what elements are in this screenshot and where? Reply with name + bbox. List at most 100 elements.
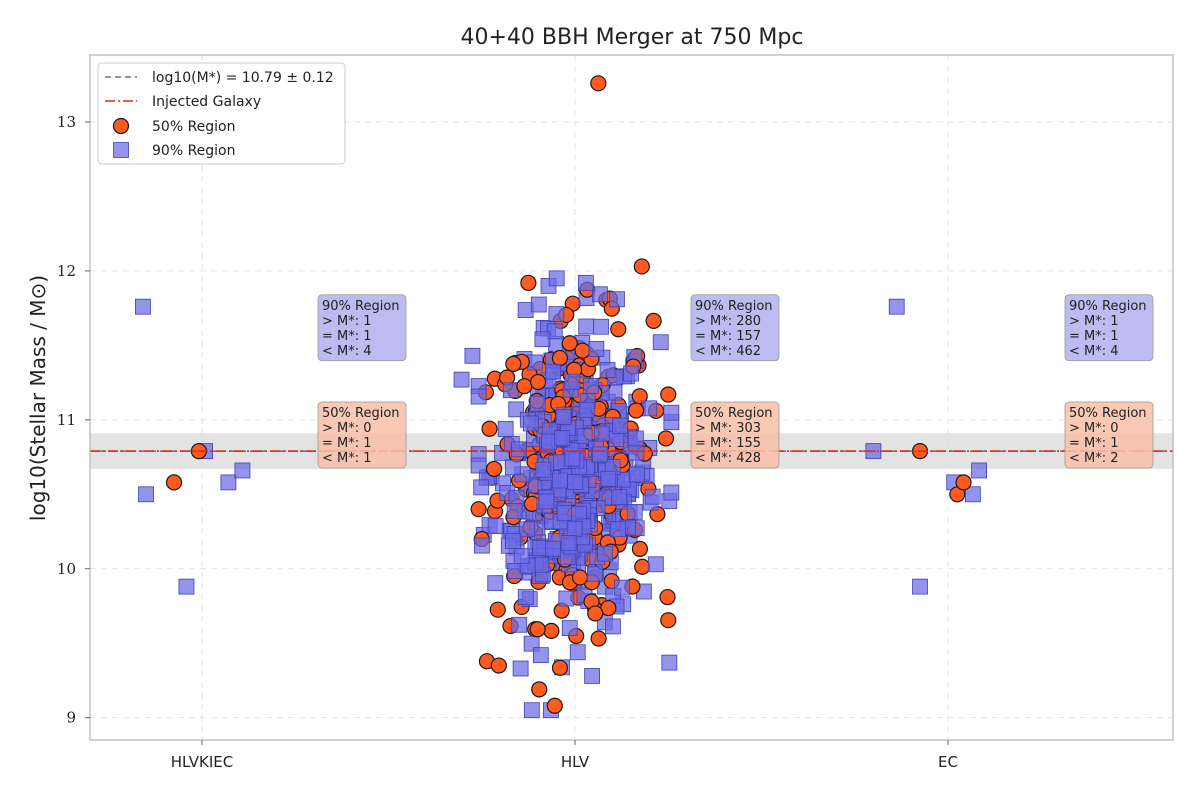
point-50-region xyxy=(660,612,677,629)
point-50-region xyxy=(574,342,591,359)
annotation-box: 50% Region> M*: 0= M*: 1< M*: 2 xyxy=(1064,401,1154,469)
point-90-region xyxy=(138,486,154,503)
point-90-region xyxy=(564,450,581,467)
point-90-region xyxy=(626,503,643,520)
point-90-region xyxy=(220,474,237,491)
point-90-region xyxy=(560,535,577,551)
annotation-line: > M*: 0 xyxy=(1069,421,1119,436)
point-90-region xyxy=(661,654,678,671)
point-50-region xyxy=(551,349,569,367)
point-90-region xyxy=(464,347,481,364)
annotation-background xyxy=(1064,294,1154,362)
point-90-region xyxy=(545,540,561,557)
annotation-line: 50% Region xyxy=(695,406,773,421)
point-90-region xyxy=(604,618,621,635)
point-90-region xyxy=(567,474,584,490)
point-90-region xyxy=(506,503,523,519)
annotation-background xyxy=(317,401,407,469)
annotation-background xyxy=(690,294,780,362)
point-50-region xyxy=(627,402,645,419)
point-50-region xyxy=(490,657,507,674)
point-50-region xyxy=(529,621,546,638)
point-90-region xyxy=(517,302,534,318)
point-50-region xyxy=(529,373,547,391)
point-90-region xyxy=(597,545,614,562)
annotation-line: > M*: 303 xyxy=(695,421,761,436)
point-90-region xyxy=(234,462,251,479)
point-90-region xyxy=(511,616,528,633)
annotation-box: 90% Region> M*: 280= M*: 157< M*: 462 xyxy=(690,294,780,362)
point-90-region xyxy=(534,331,551,348)
point-90-region xyxy=(545,363,561,380)
annotation-line: < M*: 1 xyxy=(322,451,372,466)
point-50-region xyxy=(634,558,651,575)
point-90-region xyxy=(522,415,539,432)
annotation-line: < M*: 4 xyxy=(322,344,372,359)
point-50-region xyxy=(590,75,607,92)
point-50-region xyxy=(561,335,578,352)
annotation-line: > M*: 1 xyxy=(1069,314,1119,329)
point-90-region xyxy=(561,620,578,636)
point-90-region xyxy=(470,388,487,405)
point-50-region xyxy=(633,258,650,275)
point-90-region xyxy=(530,296,547,313)
annotation-background xyxy=(1064,401,1154,469)
point-90-region xyxy=(453,371,470,388)
point-90-region xyxy=(535,461,552,478)
point-50-region xyxy=(470,501,487,518)
point-90-region xyxy=(628,444,645,461)
legend-label: 90% Region xyxy=(152,143,236,159)
point-90-region xyxy=(593,425,610,442)
point-50-region xyxy=(657,430,675,447)
point-90-region xyxy=(548,306,565,322)
legend-box xyxy=(97,62,346,165)
point-90-region xyxy=(487,575,504,592)
legend-label: Injected Galaxy xyxy=(152,94,261,110)
y-tick-label: 10 xyxy=(57,560,76,578)
annotation-line: < M*: 2 xyxy=(1069,451,1119,466)
point-90-region xyxy=(178,578,195,595)
y-tick-label: 9 xyxy=(66,709,76,727)
point-50-region xyxy=(660,386,677,403)
point-50-region xyxy=(645,312,662,329)
chart-title: 40+40 BBH Merger at 750 Mpc xyxy=(461,25,804,50)
point-50-region xyxy=(489,601,506,618)
point-50-region xyxy=(631,540,648,557)
point-90-region xyxy=(663,404,680,421)
plot-area: 90% Region> M*: 1= M*: 1< M*: 450% Regio… xyxy=(57,54,1174,771)
point-90-region xyxy=(548,270,565,287)
point-90-region xyxy=(663,484,680,501)
point-50-region xyxy=(520,274,537,291)
annotation-line: = M*: 1 xyxy=(322,436,372,451)
annotation-line: = M*: 1 xyxy=(322,329,372,344)
point-90-region xyxy=(502,382,519,399)
point-90-region xyxy=(584,668,600,684)
point-90-region xyxy=(532,647,549,664)
point-90-region xyxy=(578,318,595,335)
point-90-region xyxy=(888,298,905,315)
x-tick-label: EC xyxy=(938,753,958,771)
point-90-region xyxy=(641,400,658,417)
annotation-line: 90% Region xyxy=(1069,299,1147,314)
annotation-line: > M*: 280 xyxy=(695,314,761,329)
point-90-region xyxy=(600,470,617,487)
point-90-region xyxy=(588,340,605,357)
point-90-region xyxy=(629,466,646,483)
point-90-region xyxy=(511,441,527,458)
point-90-region xyxy=(652,334,669,351)
point-90-region xyxy=(609,291,625,308)
annotation-background xyxy=(690,401,780,469)
annotation-background xyxy=(317,294,407,362)
point-50-region xyxy=(516,378,533,395)
annotation-box: 90% Region> M*: 1= M*: 1< M*: 4 xyxy=(317,294,407,362)
point-90-region xyxy=(538,493,555,510)
point-90-region xyxy=(566,520,583,537)
point-90-region xyxy=(517,589,534,605)
point-50-region xyxy=(610,321,627,338)
annotation-line: 50% Region xyxy=(1069,406,1147,421)
x-tick-label: HLV xyxy=(561,753,590,771)
point-90-region xyxy=(551,472,568,489)
annotation-line: 50% Region xyxy=(322,406,400,421)
point-90-region xyxy=(592,286,608,303)
annotation-line: = M*: 1 xyxy=(1069,436,1119,451)
